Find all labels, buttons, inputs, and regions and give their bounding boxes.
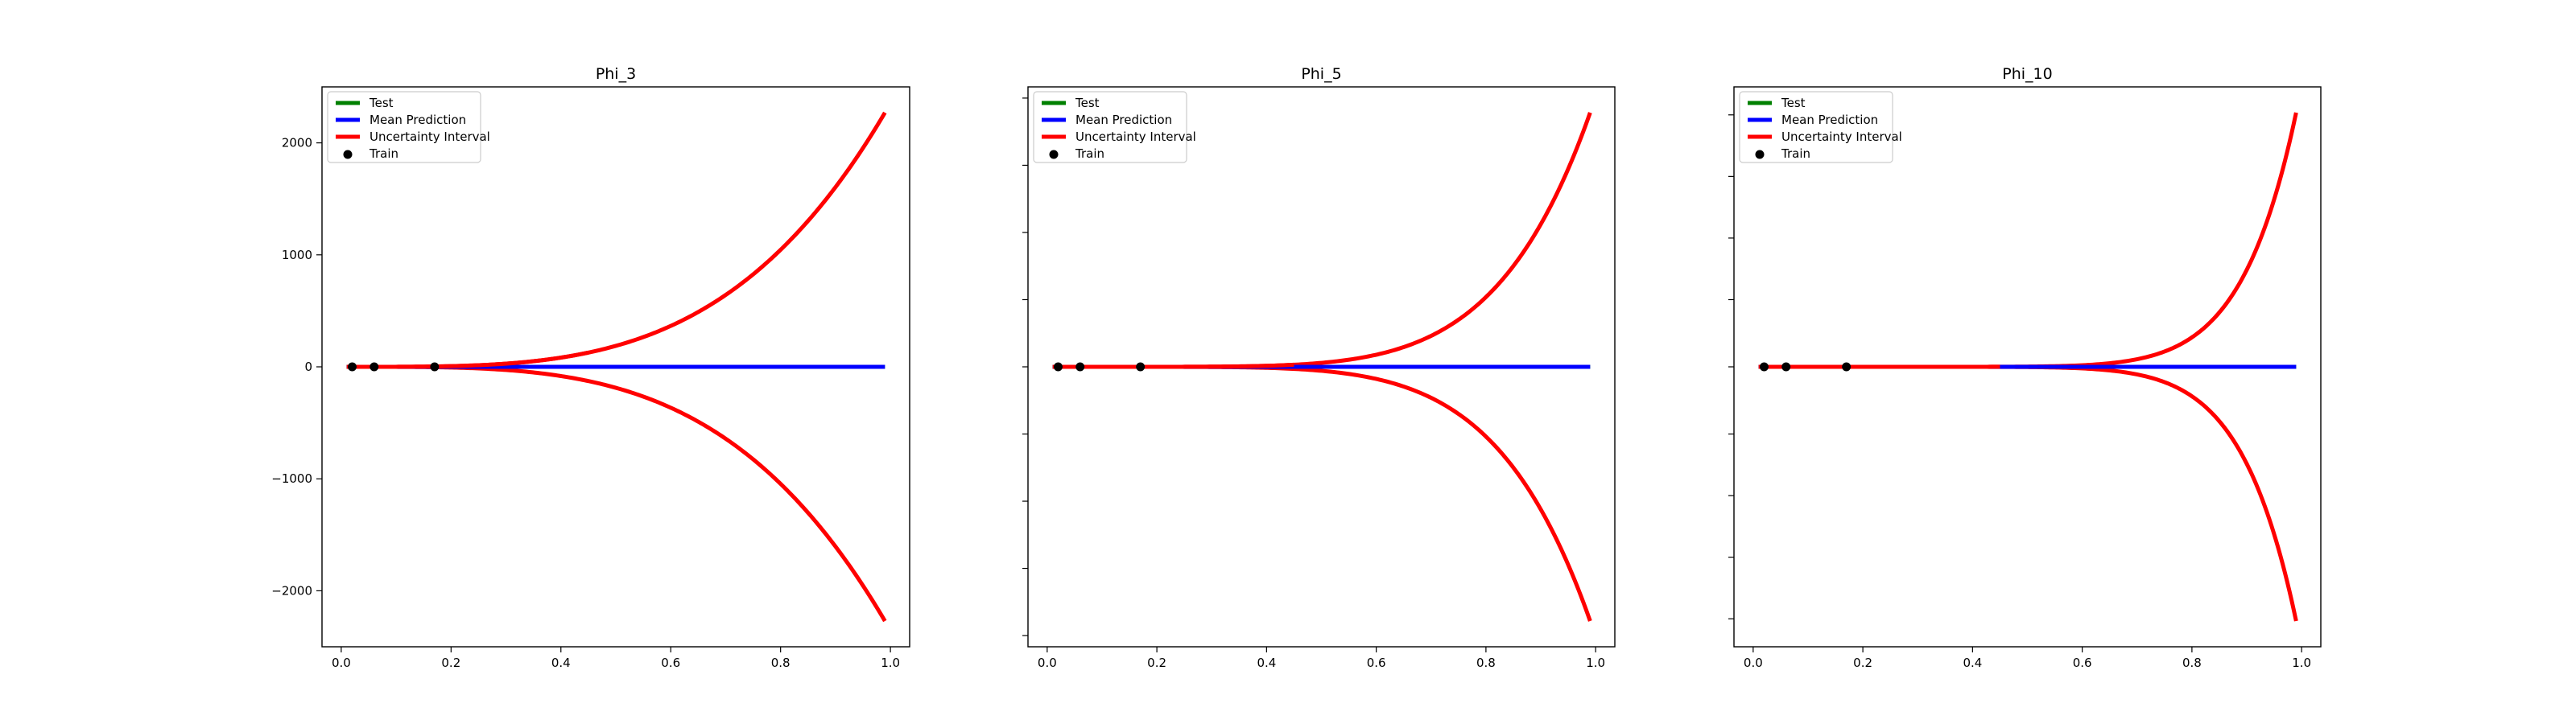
subplot-1: Phi_3 0.0 0.2 0.4 0.6 0.8 1.0 −2000 −1000 0 1000 20…	[271, 65, 910, 670]
train-point	[1075, 362, 1085, 372]
y-tick-label: 2000	[282, 136, 312, 150]
legend-item-mean-prediction: Mean Prediction	[1042, 113, 1172, 127]
legend-item-train: Train	[1049, 146, 1104, 161]
legend-box	[1739, 91, 1893, 163]
legend-label: Mean Prediction	[369, 113, 466, 127]
x-tick-label: 0.0	[1744, 656, 1763, 670]
legend-label: Mean Prediction	[1075, 113, 1172, 127]
legend-item-mean-prediction: Mean Prediction	[1748, 113, 1878, 127]
x-tick-label: 0.2	[1147, 656, 1166, 670]
plot-area	[346, 111, 887, 623]
legend-box	[1033, 91, 1187, 163]
x-tick-label: 0.6	[661, 656, 680, 670]
train-point	[430, 362, 440, 372]
train-point	[348, 362, 357, 372]
subplot-3: Phi_10 0.0 0.2 0.4 0.6 0.8 1.0 Test Mean Predict…	[1728, 65, 2322, 670]
train-point	[1842, 362, 1852, 372]
legend-swatch	[1049, 150, 1059, 159]
legend: Test Mean Prediction Uncertainty Interval T…	[1033, 91, 1196, 163]
uncertainty-overlay-line	[1052, 362, 1294, 369]
legend-item-test: Test	[1748, 96, 1806, 110]
legend-label: Uncertainty Interval	[1781, 130, 1902, 144]
x-tick-label: 0.4	[551, 656, 571, 670]
legend-label: Train	[369, 146, 398, 161]
legend-swatch	[1755, 150, 1765, 159]
x-tick-label: 0.6	[2073, 656, 2092, 670]
subplot-title: Phi_3	[596, 65, 636, 83]
x-tick-label: 0.4	[1257, 656, 1276, 670]
legend-label: Test	[1781, 96, 1806, 110]
legend-label: Uncertainty Interval	[369, 130, 490, 144]
uncertainty-overlay-line	[346, 350, 589, 369]
x-tick-label: 0.8	[771, 656, 791, 670]
y-tick-label: 1000	[282, 248, 312, 262]
legend: Test Mean Prediction Uncertainty Interval T…	[327, 91, 490, 163]
subplot-title: Phi_10	[2002, 65, 2052, 83]
legend-item-test: Test	[336, 96, 394, 110]
subplot-2: Phi_5 0.0 0.2 0.4 0.6 0.8 1.0 Test Mean Predicti…	[1022, 65, 1616, 670]
x-tick-label: 1.0	[881, 656, 900, 670]
legend: Test Mean Prediction Uncertainty Interval T…	[1739, 91, 1902, 163]
axes-frame	[321, 86, 910, 648]
legend-label: Test	[369, 96, 394, 110]
legend-swatch	[343, 150, 353, 159]
legend-item-uncertainty-interval: Uncertainty Interval	[1748, 130, 1902, 144]
subplot-title: Phi_5	[1301, 65, 1341, 83]
x-tick-label: 0.8	[2182, 656, 2202, 670]
train-point	[1781, 362, 1791, 372]
x-tick-label: 0.4	[1963, 656, 1982, 670]
x-tick-label: 0.8	[1476, 656, 1496, 670]
legend-item-uncertainty-interval: Uncertainty Interval	[1042, 130, 1196, 144]
x-tick-label: 0.2	[1853, 656, 1872, 670]
legend-item-uncertainty-interval: Uncertainty Interval	[336, 130, 490, 144]
legend-label: Mean Prediction	[1781, 113, 1878, 127]
legend-label: Test	[1075, 96, 1100, 110]
x-tick-label: 0.2	[441, 656, 460, 670]
x-tick-label: 0.6	[1367, 656, 1386, 670]
train-point	[369, 362, 379, 372]
legend-item-test: Test	[1042, 96, 1100, 110]
axes-frame	[1027, 86, 1616, 648]
legend-item-train: Train	[343, 146, 398, 161]
legend-box	[327, 91, 481, 163]
x-tick-label: 0.0	[1038, 656, 1057, 670]
x-tick-label: 1.0	[2292, 656, 2311, 670]
y-tick-label: 0	[304, 360, 312, 374]
x-tick-label: 1.0	[1586, 656, 1605, 670]
x-tick-label: 0.0	[332, 656, 351, 670]
y-tick-label: −1000	[271, 471, 312, 486]
plot-area	[1758, 112, 2298, 622]
legend-item-mean-prediction: Mean Prediction	[336, 113, 466, 127]
legend-label: Train	[1781, 146, 1810, 161]
legend-item-train: Train	[1755, 146, 1810, 161]
plot-area	[1052, 112, 1592, 622]
legend-label: Uncertainty Interval	[1075, 130, 1196, 144]
train-point	[1136, 362, 1146, 372]
legend-label: Train	[1075, 146, 1104, 161]
y-tick-label: −2000	[271, 583, 312, 598]
train-point	[1759, 362, 1769, 372]
axes-frame	[1733, 86, 2322, 648]
train-point	[1053, 362, 1063, 372]
